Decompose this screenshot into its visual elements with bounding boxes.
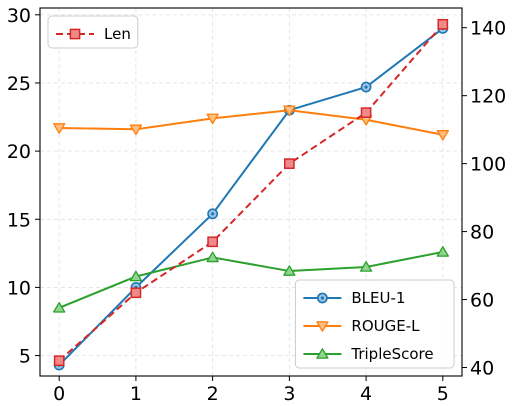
series-marker — [129, 270, 143, 282]
y-tick-label-left: 15 — [7, 209, 31, 231]
marker-shape — [284, 158, 295, 169]
marker-shape — [206, 113, 219, 125]
marker-shape — [316, 321, 329, 332]
series-len — [53, 18, 449, 367]
series-marker — [69, 28, 81, 40]
series-marker — [360, 81, 372, 93]
y-tick-label-left: 20 — [7, 141, 31, 163]
series-marker — [130, 287, 142, 299]
series-marker — [436, 129, 449, 141]
series-marker — [207, 236, 218, 248]
x-tick-label: 4 — [360, 383, 372, 405]
legend-label: ROUGE-L — [351, 317, 420, 335]
marker-shape — [53, 355, 65, 367]
legend-entry-len: Len — [56, 25, 131, 43]
series-marker — [316, 321, 329, 332]
series-line-rouge-l — [59, 109, 444, 136]
series-layer — [53, 18, 449, 371]
x-tick-label: 1 — [130, 383, 142, 405]
marker-shape — [437, 18, 449, 30]
y-tick-label-right: 40 — [470, 358, 494, 380]
axes-layer: 0 1 2 3 4 5 5 10 15 20 25 30 40 60 80 100 120 140 — [7, 5, 506, 405]
marker-shape — [53, 123, 66, 134]
marker-dot — [364, 85, 368, 89]
series-marker — [53, 123, 66, 134]
marker-shape — [206, 251, 219, 263]
marker-shape — [436, 246, 449, 257]
marker-dot — [320, 296, 324, 300]
series-marker — [437, 18, 449, 30]
series-marker — [53, 301, 66, 313]
series-triplescore — [53, 246, 449, 313]
legend-entry-triplescore: TripleScore — [303, 345, 434, 363]
legend-entry-bleu-1: BLEU-1 — [303, 289, 405, 307]
y-tick-label-right: 120 — [470, 86, 506, 108]
marker-shape — [436, 129, 449, 141]
series-marker — [206, 251, 219, 263]
y-tick-label-right: 140 — [470, 18, 506, 40]
series-marker — [283, 265, 296, 276]
x-tick-label: 3 — [283, 383, 295, 405]
x-tick-label: 5 — [437, 383, 449, 405]
marker-shape — [53, 301, 66, 313]
series-marker — [316, 292, 328, 304]
grid-layer — [40, 8, 462, 376]
marker-shape — [283, 105, 296, 117]
y-tick-label-left: 25 — [7, 73, 31, 95]
series-rouge-l — [53, 105, 449, 141]
series-marker — [359, 261, 373, 272]
series-marker — [53, 355, 65, 367]
legend-layer: Len BLEU-1 ROUGE-L TripleScore — [47, 15, 455, 369]
marker-shape — [359, 261, 373, 272]
marker-shape — [316, 348, 329, 359]
y-tick-label-right: 100 — [470, 154, 506, 176]
series-line-bleu-1 — [58, 27, 444, 366]
legend-label: TripleScore — [350, 345, 433, 363]
legend-top-left: Len — [47, 15, 139, 49]
y-tick-label-right: 60 — [470, 290, 494, 312]
series-marker — [283, 105, 296, 117]
series-marker — [129, 124, 143, 136]
series-marker — [207, 208, 219, 220]
legend-entry-rouge-l: ROUGE-L — [303, 317, 420, 335]
marker-shape — [283, 265, 296, 276]
marker-shape — [130, 287, 142, 299]
series-marker — [360, 107, 372, 119]
series-marker — [436, 246, 449, 257]
marker-shape — [207, 236, 218, 248]
legend-bottom-right: BLEU-1 ROUGE-L TripleScore — [294, 279, 455, 369]
marker-shape — [360, 107, 372, 119]
marker-shape — [69, 28, 81, 40]
legend-label: Len — [104, 25, 131, 43]
x-tick-label: 2 — [207, 383, 219, 405]
series-marker — [206, 113, 219, 125]
series-line-triplescore — [58, 250, 444, 309]
marker-shape — [129, 270, 143, 282]
series-marker — [284, 158, 295, 169]
y-tick-label-left: 5 — [19, 346, 31, 368]
plot-frame — [39, 7, 463, 377]
marker-shape — [129, 124, 143, 136]
legend-box — [294, 279, 455, 369]
x-tick-label: 0 — [53, 383, 65, 405]
series-marker — [316, 348, 329, 359]
legend-label: BLEU-1 — [351, 289, 405, 307]
y-tick-label-right: 80 — [470, 222, 494, 244]
y-tick-label-left: 30 — [7, 5, 31, 27]
legend-box — [47, 15, 139, 49]
marker-dot — [211, 212, 215, 216]
y-tick-label-left: 10 — [7, 277, 31, 299]
